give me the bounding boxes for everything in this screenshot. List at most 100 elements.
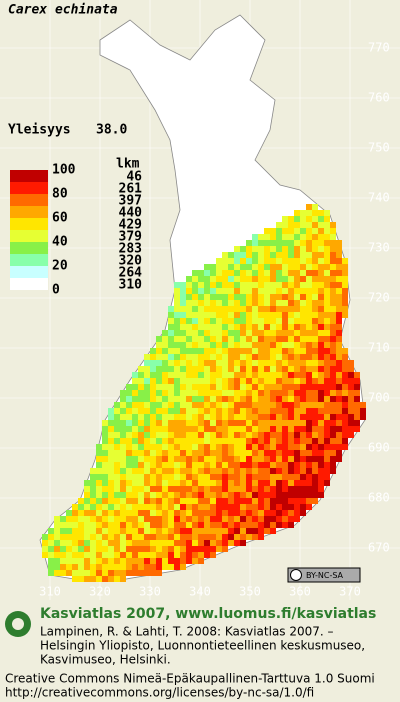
grid-cell [72, 576, 78, 582]
grid-cell [198, 516, 204, 522]
grid-cell [336, 276, 342, 282]
grid-cell [306, 228, 312, 234]
grid-cell [252, 312, 258, 318]
grid-cell [198, 348, 204, 354]
grid-cell [186, 354, 192, 360]
grid-cell [324, 408, 330, 414]
grid-cell [114, 408, 120, 414]
grid-cell [120, 408, 126, 414]
grid-cell [102, 522, 108, 528]
grid-cell [336, 270, 342, 276]
grid-cell [120, 468, 126, 474]
grid-cell [300, 384, 306, 390]
grid-cell [294, 468, 300, 474]
grid-cell [186, 378, 192, 384]
grid-cell [174, 366, 180, 372]
grid-cell [156, 504, 162, 510]
grid-cell [216, 546, 222, 552]
grid-cell [168, 396, 174, 402]
grid-cell [210, 522, 216, 528]
grid-cell [294, 420, 300, 426]
grid-cell [210, 444, 216, 450]
grid-cell [168, 378, 174, 384]
grid-cell [210, 492, 216, 498]
grid-cell [162, 486, 168, 492]
grid-cell [120, 432, 126, 438]
grid-cell [132, 522, 138, 528]
grid-cell [306, 492, 312, 498]
grid-cell [288, 444, 294, 450]
grid-cell [276, 354, 282, 360]
grid-cell [198, 300, 204, 306]
grid-cell [174, 390, 180, 396]
grid-cell [270, 384, 276, 390]
grid-cell [204, 420, 210, 426]
grid-cell [240, 390, 246, 396]
grid-cell [270, 414, 276, 420]
grid-cell [174, 504, 180, 510]
grid-cell [312, 396, 318, 402]
grid-cell [198, 462, 204, 468]
grid-cell [294, 312, 300, 318]
grid-cell [222, 288, 228, 294]
grid-cell [252, 354, 258, 360]
legend-swatch [10, 266, 48, 278]
grid-cell [228, 540, 234, 546]
grid-cell [294, 348, 300, 354]
grid-cell [216, 318, 222, 324]
grid-cell [300, 258, 306, 264]
grid-cell [318, 216, 324, 222]
grid-cell [252, 342, 258, 348]
grid-cell [144, 546, 150, 552]
grid-cell [186, 534, 192, 540]
grid-cell [318, 348, 324, 354]
grid-cell [312, 324, 318, 330]
grid-cell [168, 354, 174, 360]
grid-cell [180, 414, 186, 420]
grid-cell [216, 372, 222, 378]
grid-cell [330, 312, 336, 318]
grid-cell [222, 408, 228, 414]
grid-cell [276, 426, 282, 432]
grid-cell [198, 474, 204, 480]
grid-cell [306, 264, 312, 270]
grid-cell [66, 552, 72, 558]
grid-cell [228, 498, 234, 504]
grid-cell [204, 510, 210, 516]
grid-cell [192, 432, 198, 438]
grid-cell [288, 432, 294, 438]
grid-cell [84, 540, 90, 546]
grid-cell [348, 360, 354, 366]
y-tick-label: 710 [368, 341, 390, 355]
grid-cell [156, 480, 162, 486]
grid-cell [288, 414, 294, 420]
grid-cell [252, 390, 258, 396]
grid-cell [288, 486, 294, 492]
grid-cell [234, 354, 240, 360]
grid-cell [318, 222, 324, 228]
grid-cell [168, 324, 174, 330]
grid-cell [312, 378, 318, 384]
grid-cell [144, 528, 150, 534]
grid-cell [132, 438, 138, 444]
grid-cell [342, 432, 348, 438]
grid-cell [132, 552, 138, 558]
grid-cell [210, 432, 216, 438]
grid-cell [138, 546, 144, 552]
grid-cell [282, 510, 288, 516]
grid-cell [276, 240, 282, 246]
x-tick-label: 340 [189, 585, 211, 599]
grid-cell [312, 438, 318, 444]
grid-cell [330, 354, 336, 360]
grid-cell [252, 288, 258, 294]
grid-cell [180, 384, 186, 390]
grid-cell [354, 408, 360, 414]
grid-cell [144, 564, 150, 570]
grid-cell [144, 510, 150, 516]
grid-cell [222, 360, 228, 366]
grid-cell [318, 354, 324, 360]
grid-cell [216, 306, 222, 312]
grid-cell [288, 384, 294, 390]
grid-cell [300, 408, 306, 414]
grid-cell [156, 432, 162, 438]
